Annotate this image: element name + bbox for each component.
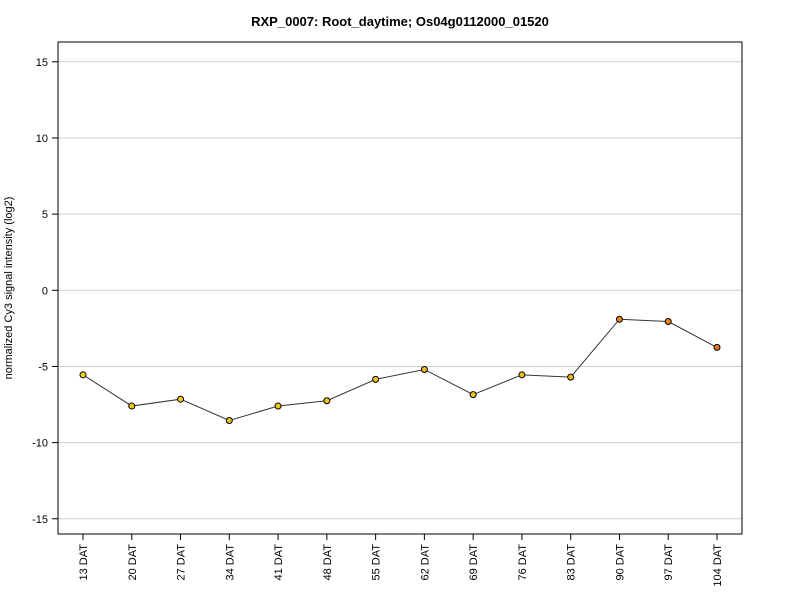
y-tick-label: 15 [36, 57, 48, 69]
data-point [713, 343, 721, 351]
data-point [128, 402, 136, 410]
y-tick-label: -15 [32, 514, 48, 526]
y-tick-label: -10 [32, 438, 48, 450]
x-tick-label: 104 DAT [712, 544, 724, 587]
series-line [82, 318, 718, 422]
x-tick-label: 48 DAT [322, 544, 334, 581]
y-axis-label: normalized Cy3 signal intensity (log2) [3, 197, 15, 380]
x-tick-label: 90 DAT [614, 544, 626, 581]
data-point [567, 373, 575, 381]
x-tick-label: 41 DAT [273, 544, 285, 581]
data-point [323, 397, 331, 405]
x-tick-label: 27 DAT [176, 544, 188, 581]
x-tick-label: 13 DAT [78, 544, 90, 581]
data-point [615, 315, 623, 323]
data-point [469, 391, 477, 399]
y-tick-label: 10 [36, 133, 48, 145]
plot-frame [57, 41, 743, 535]
x-tick-label: 55 DAT [371, 544, 383, 581]
grid [58, 61, 742, 520]
y-axis: -15 -10 -5 0 5 10 15 [32, 57, 58, 526]
data-point [79, 371, 87, 379]
y-tick-label: 0 [42, 285, 48, 297]
x-tick-label: 97 DAT [663, 544, 675, 581]
x-tick-label: 76 DAT [517, 544, 529, 581]
data-point [177, 395, 185, 403]
chart-title: RXP_0007: Root_daytime; Os04g0112000_015… [251, 14, 549, 29]
x-tick-label: 62 DAT [419, 544, 431, 581]
x-axis: 13 DAT 20 DAT 27 DAT 34 DAT 41 DAT 48 DAT 55 D… [78, 534, 724, 587]
data-point [274, 402, 282, 410]
y-tick-label: -5 [38, 361, 48, 373]
y-tick-label: 5 [42, 209, 48, 221]
data-point [372, 375, 380, 383]
data-point [420, 365, 428, 373]
x-tick-label: 34 DAT [224, 544, 236, 581]
series [79, 315, 721, 425]
x-tick-label: 20 DAT [127, 544, 139, 581]
x-tick-label: 83 DAT [566, 544, 578, 581]
data-point [664, 318, 672, 326]
data-point [225, 417, 233, 425]
data-point [518, 371, 526, 379]
x-tick-label: 69 DAT [468, 544, 480, 581]
